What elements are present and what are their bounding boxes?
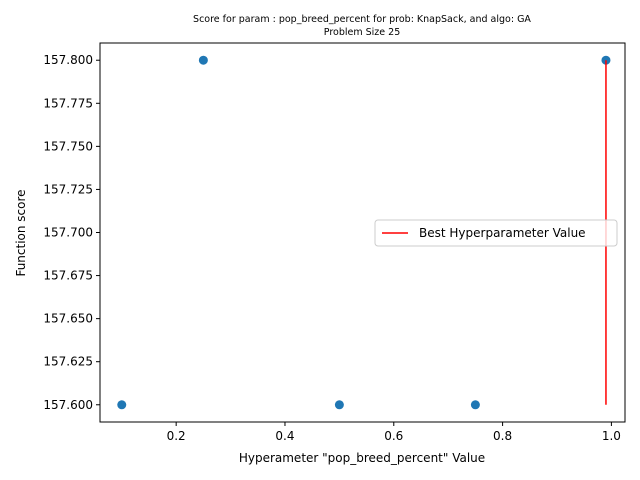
y-tick-label: 157.675	[43, 269, 93, 283]
legend-box	[374, 219, 618, 247]
axes-frame	[99, 42, 626, 423]
x-tick-label: 0.6	[384, 429, 403, 443]
y-tick-label: 157.750	[43, 139, 93, 153]
data-point	[470, 400, 480, 410]
x-tick-label: 0.8	[493, 429, 512, 443]
y-tick-label: 157.625	[43, 355, 93, 369]
y-tick-label: 157.650	[43, 312, 93, 326]
data-point	[198, 55, 208, 65]
data-point	[117, 400, 127, 410]
chart-subtitle: Problem Size 25	[324, 27, 400, 38]
x-axis-ticks: 0.2 0.4 0.6 0.8 1.0	[167, 422, 621, 443]
y-tick-label: 157.800	[43, 53, 93, 67]
x-tick-label: 1.0	[602, 429, 621, 443]
y-axis-label: Function score	[14, 189, 28, 276]
y-tick-label: 157.775	[43, 96, 93, 110]
y-tick-label: 157.700	[43, 226, 93, 240]
legend-label-best-line: Best Hyperparameter Value	[419, 226, 586, 240]
chart-title: Score for param : pop_breed_percent for …	[193, 14, 531, 25]
y-tick-label: 157.600	[43, 398, 93, 412]
y-tick-label: 157.725	[43, 182, 93, 196]
y-axis-ticks: 157.600 157.625 157.650 157.675 157.700 157.7…	[43, 53, 100, 412]
legend: Best Hyperparameter Value	[374, 219, 618, 247]
x-tick-label: 0.4	[275, 429, 294, 443]
x-axis-label: Hyperameter "pop_breed_percent" Value	[239, 451, 485, 465]
x-tick-label: 0.2	[167, 429, 186, 443]
data-point	[334, 400, 344, 410]
